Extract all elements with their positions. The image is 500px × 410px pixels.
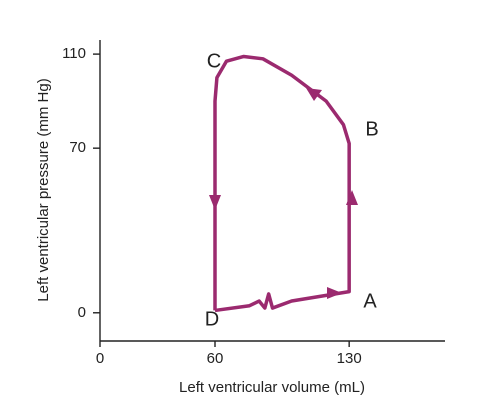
x-tick-label: 60	[207, 350, 224, 367]
x-tick-label: 0	[96, 350, 104, 367]
y-tick-label: 110	[62, 45, 86, 62]
x-tick-label: 130	[337, 350, 362, 367]
point-label: D	[205, 308, 219, 330]
pv-loop	[213, 54, 351, 313]
y-tick-label: 0	[78, 304, 86, 321]
y-axis-title: Left ventricular pressure (mm Hg)	[35, 78, 52, 301]
point-label: C	[207, 50, 221, 72]
point-label: B	[365, 118, 378, 140]
y-tick-label: 70	[69, 139, 86, 156]
arrows	[209, 88, 358, 299]
point-label: A	[363, 290, 377, 312]
x-axis-title: Left ventricular volume (mL)	[179, 379, 365, 396]
arrow-left	[306, 88, 322, 101]
